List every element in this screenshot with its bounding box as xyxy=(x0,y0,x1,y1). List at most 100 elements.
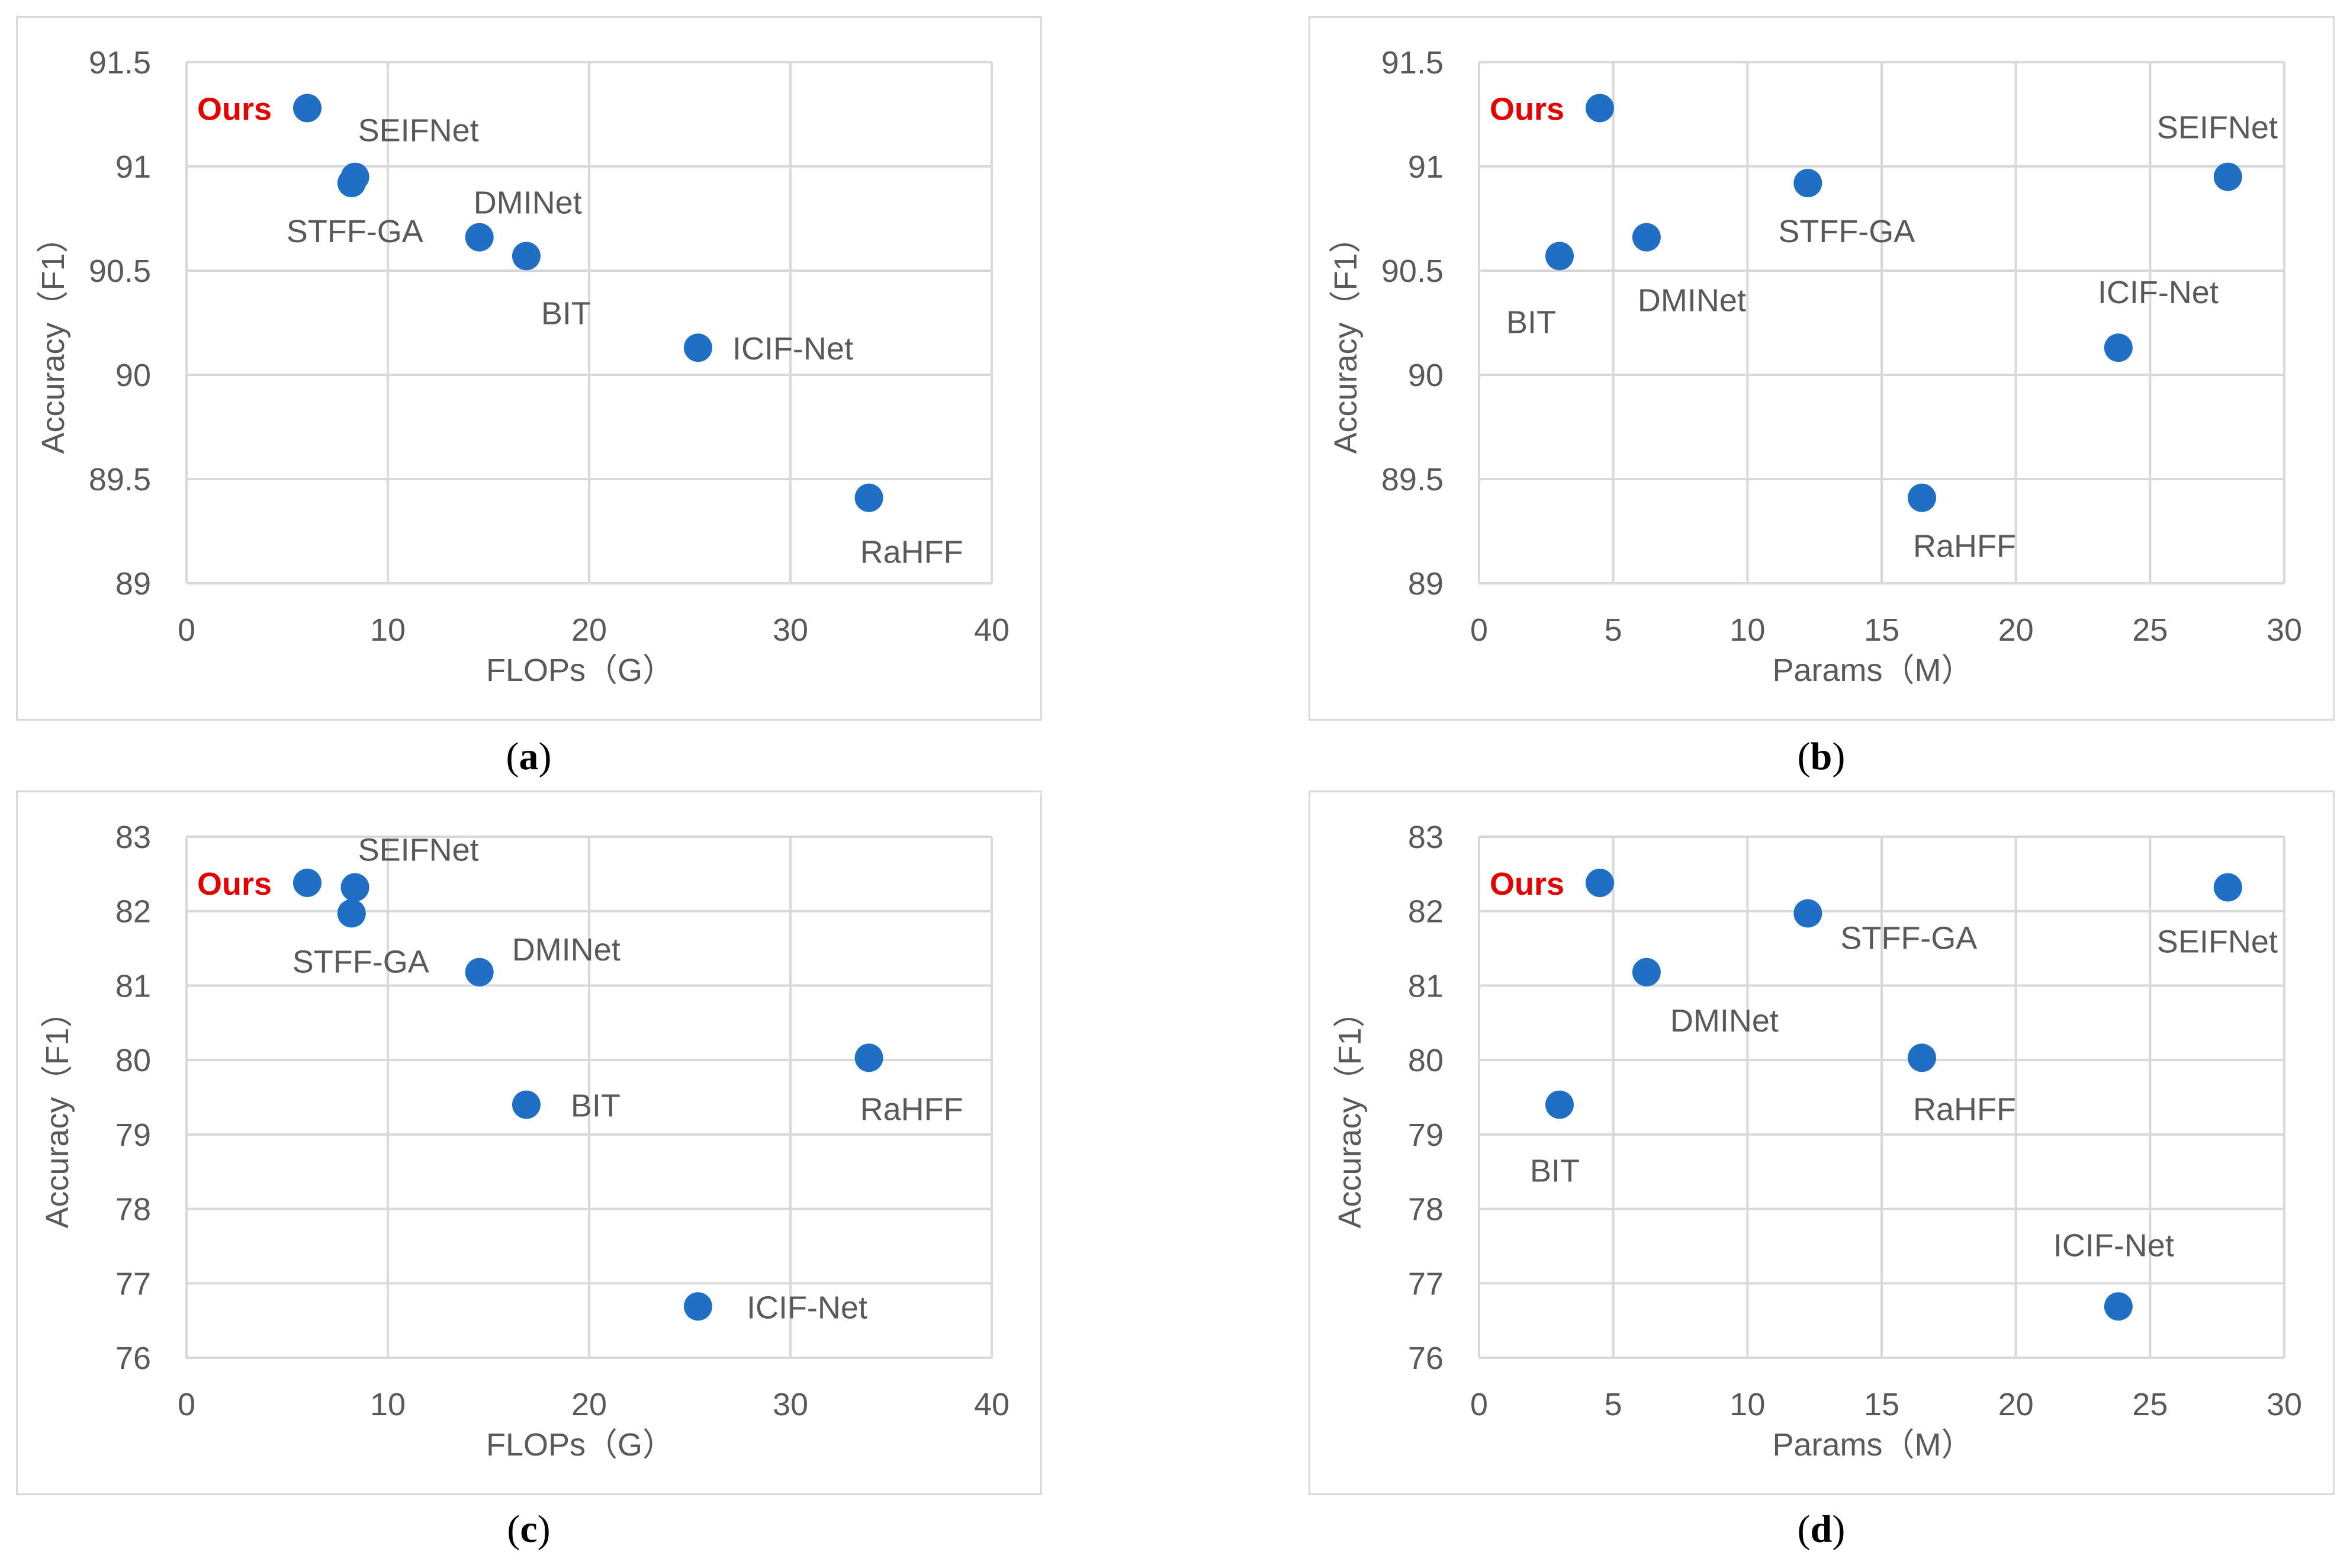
y-tick-label: 89.5 xyxy=(89,462,151,497)
data-label-ours: Ours xyxy=(197,866,272,902)
x-tick-label: 30 xyxy=(773,1387,808,1422)
x-tick-label: 15 xyxy=(1864,1387,1899,1422)
x-tick-label: 10 xyxy=(370,612,406,648)
y-tick-label: 90.5 xyxy=(1381,253,1444,289)
x-tick-label: 10 xyxy=(1729,1387,1765,1422)
data-label-bit: BIT xyxy=(1506,304,1556,340)
data-label-bit: BIT xyxy=(571,1088,621,1124)
data-label-icif-net: ICIF-Net xyxy=(2053,1228,2174,1263)
x-tick-label: 30 xyxy=(773,612,808,648)
data-label-rahff: RaHFF xyxy=(860,535,963,570)
data-point-rahff xyxy=(1908,483,1936,512)
data-point-ours xyxy=(1586,868,1614,897)
data-label-bit: BIT xyxy=(541,295,591,331)
data-label-icif-net: ICIF-Net xyxy=(732,331,853,367)
data-label-rahff: RaHFF xyxy=(860,1091,963,1127)
x-tick-label: 15 xyxy=(1864,612,1899,648)
y-axis-title: Accuracy（F1） xyxy=(36,221,71,454)
data-label-seifnet: SEIFNet xyxy=(358,832,479,867)
y-tick-label: 78 xyxy=(115,1192,151,1228)
x-tick-label: 10 xyxy=(370,1387,406,1422)
y-tick-label: 83 xyxy=(1408,820,1444,855)
y-tick-label: 89 xyxy=(1408,566,1444,602)
y-tick-label: 91 xyxy=(115,149,151,185)
data-point-seifnet xyxy=(2213,873,2242,902)
data-label-icif-net: ICIF-Net xyxy=(747,1290,867,1325)
y-tick-label: 83 xyxy=(115,820,151,855)
data-label-dminet: DMINet xyxy=(1670,1003,1779,1039)
data-point-icif-net xyxy=(2104,1292,2133,1321)
data-point-icif-net xyxy=(2104,333,2133,362)
x-tick-label: 0 xyxy=(178,612,195,648)
data-point-bit xyxy=(1545,1090,1574,1119)
data-label-stff-ga: STFF-GA xyxy=(1778,214,1915,249)
data-point-rahff xyxy=(854,1043,883,1072)
y-tick-label: 90 xyxy=(115,358,151,393)
data-point-stff-ga xyxy=(1793,899,1822,928)
caption-d: (d) xyxy=(1797,1508,1846,1551)
y-tick-label: 78 xyxy=(1408,1192,1444,1228)
y-tick-label: 82 xyxy=(1408,894,1444,930)
data-point-ours xyxy=(293,94,322,123)
y-tick-label: 91.5 xyxy=(89,45,151,81)
y-tick-label: 89 xyxy=(115,566,151,602)
x-tick-label: 0 xyxy=(1470,1387,1488,1422)
y-tick-label: 79 xyxy=(1408,1117,1444,1153)
data-label-icif-net: ICIF-Net xyxy=(2098,275,2219,310)
data-point-dminet xyxy=(1632,223,1661,252)
data-point-icif-net xyxy=(683,1292,712,1321)
y-tick-label: 81 xyxy=(115,968,151,1004)
x-tick-label: 0 xyxy=(1470,612,1488,648)
data-label-bit: BIT xyxy=(1530,1153,1580,1189)
y-tick-label: 77 xyxy=(1408,1266,1444,1302)
data-label-dminet: DMINet xyxy=(512,932,621,968)
x-tick-label: 30 xyxy=(2267,612,2302,648)
data-point-seifnet xyxy=(340,873,369,902)
caption-b: (b) xyxy=(1797,735,1846,778)
x-axis-title: Params（M） xyxy=(1772,653,1973,688)
y-tick-label: 81 xyxy=(1408,968,1444,1004)
data-point-stff-ga xyxy=(337,169,366,198)
data-point-dminet xyxy=(1632,957,1661,987)
y-tick-label: 76 xyxy=(115,1341,151,1376)
data-label-ours: Ours xyxy=(197,91,272,127)
x-tick-label: 20 xyxy=(571,1387,607,1422)
data-label-stff-ga: STFF-GA xyxy=(292,944,429,979)
y-tick-label: 77 xyxy=(115,1266,151,1302)
data-point-dminet xyxy=(465,223,494,252)
x-tick-label: 0 xyxy=(178,1387,195,1422)
x-axis-title: FLOPs（G） xyxy=(486,1427,674,1463)
caption-a: (a) xyxy=(506,735,552,778)
data-label-ours: Ours xyxy=(1490,866,1564,902)
x-tick-label: 40 xyxy=(974,1387,1010,1422)
y-tick-label: 79 xyxy=(115,1117,151,1153)
x-axis-title: FLOPs（G） xyxy=(486,653,674,688)
data-label-rahff: RaHFF xyxy=(1913,1091,2016,1127)
y-axis-title: Accuracy（F1） xyxy=(1328,221,1364,454)
x-tick-label: 25 xyxy=(2132,1387,2168,1422)
data-point-icif-net xyxy=(683,333,712,362)
x-tick-label: 5 xyxy=(1605,1387,1622,1422)
data-label-seifnet: SEIFNet xyxy=(2157,110,2278,146)
x-tick-label: 25 xyxy=(2132,612,2168,648)
data-label-rahff: RaHFF xyxy=(1913,529,2016,564)
data-label-seifnet: SEIFNet xyxy=(358,113,479,149)
y-tick-label: 82 xyxy=(115,894,151,930)
data-point-ours xyxy=(293,868,322,897)
x-tick-label: 20 xyxy=(1998,612,2034,648)
data-point-rahff xyxy=(854,483,883,512)
y-axis-title: Accuracy（F1） xyxy=(40,995,75,1228)
data-point-bit xyxy=(512,242,541,271)
data-label-dminet: DMINet xyxy=(474,185,582,221)
x-tick-label: 5 xyxy=(1605,612,1622,648)
x-tick-label: 40 xyxy=(974,612,1010,648)
x-tick-label: 20 xyxy=(1998,1387,2034,1422)
data-label-stff-ga: STFF-GA xyxy=(287,214,423,249)
data-label-dminet: DMINet xyxy=(1638,283,1746,319)
data-point-stff-ga xyxy=(1793,169,1822,198)
data-point-stff-ga xyxy=(337,899,366,928)
